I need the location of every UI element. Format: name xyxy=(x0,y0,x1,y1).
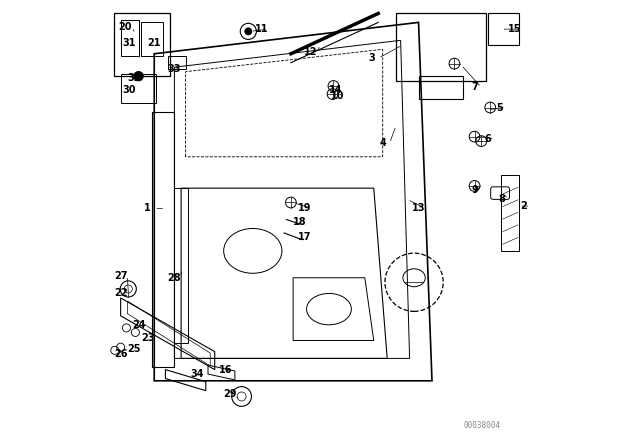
Text: 31: 31 xyxy=(123,38,136,47)
Text: 14: 14 xyxy=(329,85,342,95)
Text: 5: 5 xyxy=(496,103,502,112)
Text: 34: 34 xyxy=(190,369,204,379)
Text: 17: 17 xyxy=(298,233,311,242)
Text: 16: 16 xyxy=(219,365,233,375)
Text: 10: 10 xyxy=(331,91,345,101)
Text: 7: 7 xyxy=(471,82,478,92)
Text: 9: 9 xyxy=(471,185,478,195)
Text: 25: 25 xyxy=(127,345,141,354)
Text: 20: 20 xyxy=(118,22,132,32)
Text: 32: 32 xyxy=(127,73,141,83)
Text: 23: 23 xyxy=(141,333,154,343)
Text: 3: 3 xyxy=(368,53,375,63)
Text: 12: 12 xyxy=(304,47,318,56)
Text: 21: 21 xyxy=(147,38,161,47)
Text: 8: 8 xyxy=(498,194,505,204)
Text: 28: 28 xyxy=(168,273,181,283)
Text: 26: 26 xyxy=(114,349,127,359)
Text: 15: 15 xyxy=(508,24,522,34)
Text: 2: 2 xyxy=(520,201,527,211)
Text: 27: 27 xyxy=(114,271,127,280)
Text: 22: 22 xyxy=(114,289,127,298)
Circle shape xyxy=(134,72,143,81)
Text: 24: 24 xyxy=(132,320,145,330)
Text: 00038004: 00038004 xyxy=(463,421,500,430)
Text: 18: 18 xyxy=(293,217,307,227)
Text: 11: 11 xyxy=(255,24,269,34)
Circle shape xyxy=(244,28,252,35)
Text: 6: 6 xyxy=(484,134,492,144)
Text: 13: 13 xyxy=(412,203,426,213)
Text: 33: 33 xyxy=(168,65,181,74)
Text: 30: 30 xyxy=(123,85,136,95)
Text: 19: 19 xyxy=(298,203,311,213)
Text: 4: 4 xyxy=(380,138,386,148)
Text: 29: 29 xyxy=(223,389,237,399)
Text: 1: 1 xyxy=(144,203,151,213)
